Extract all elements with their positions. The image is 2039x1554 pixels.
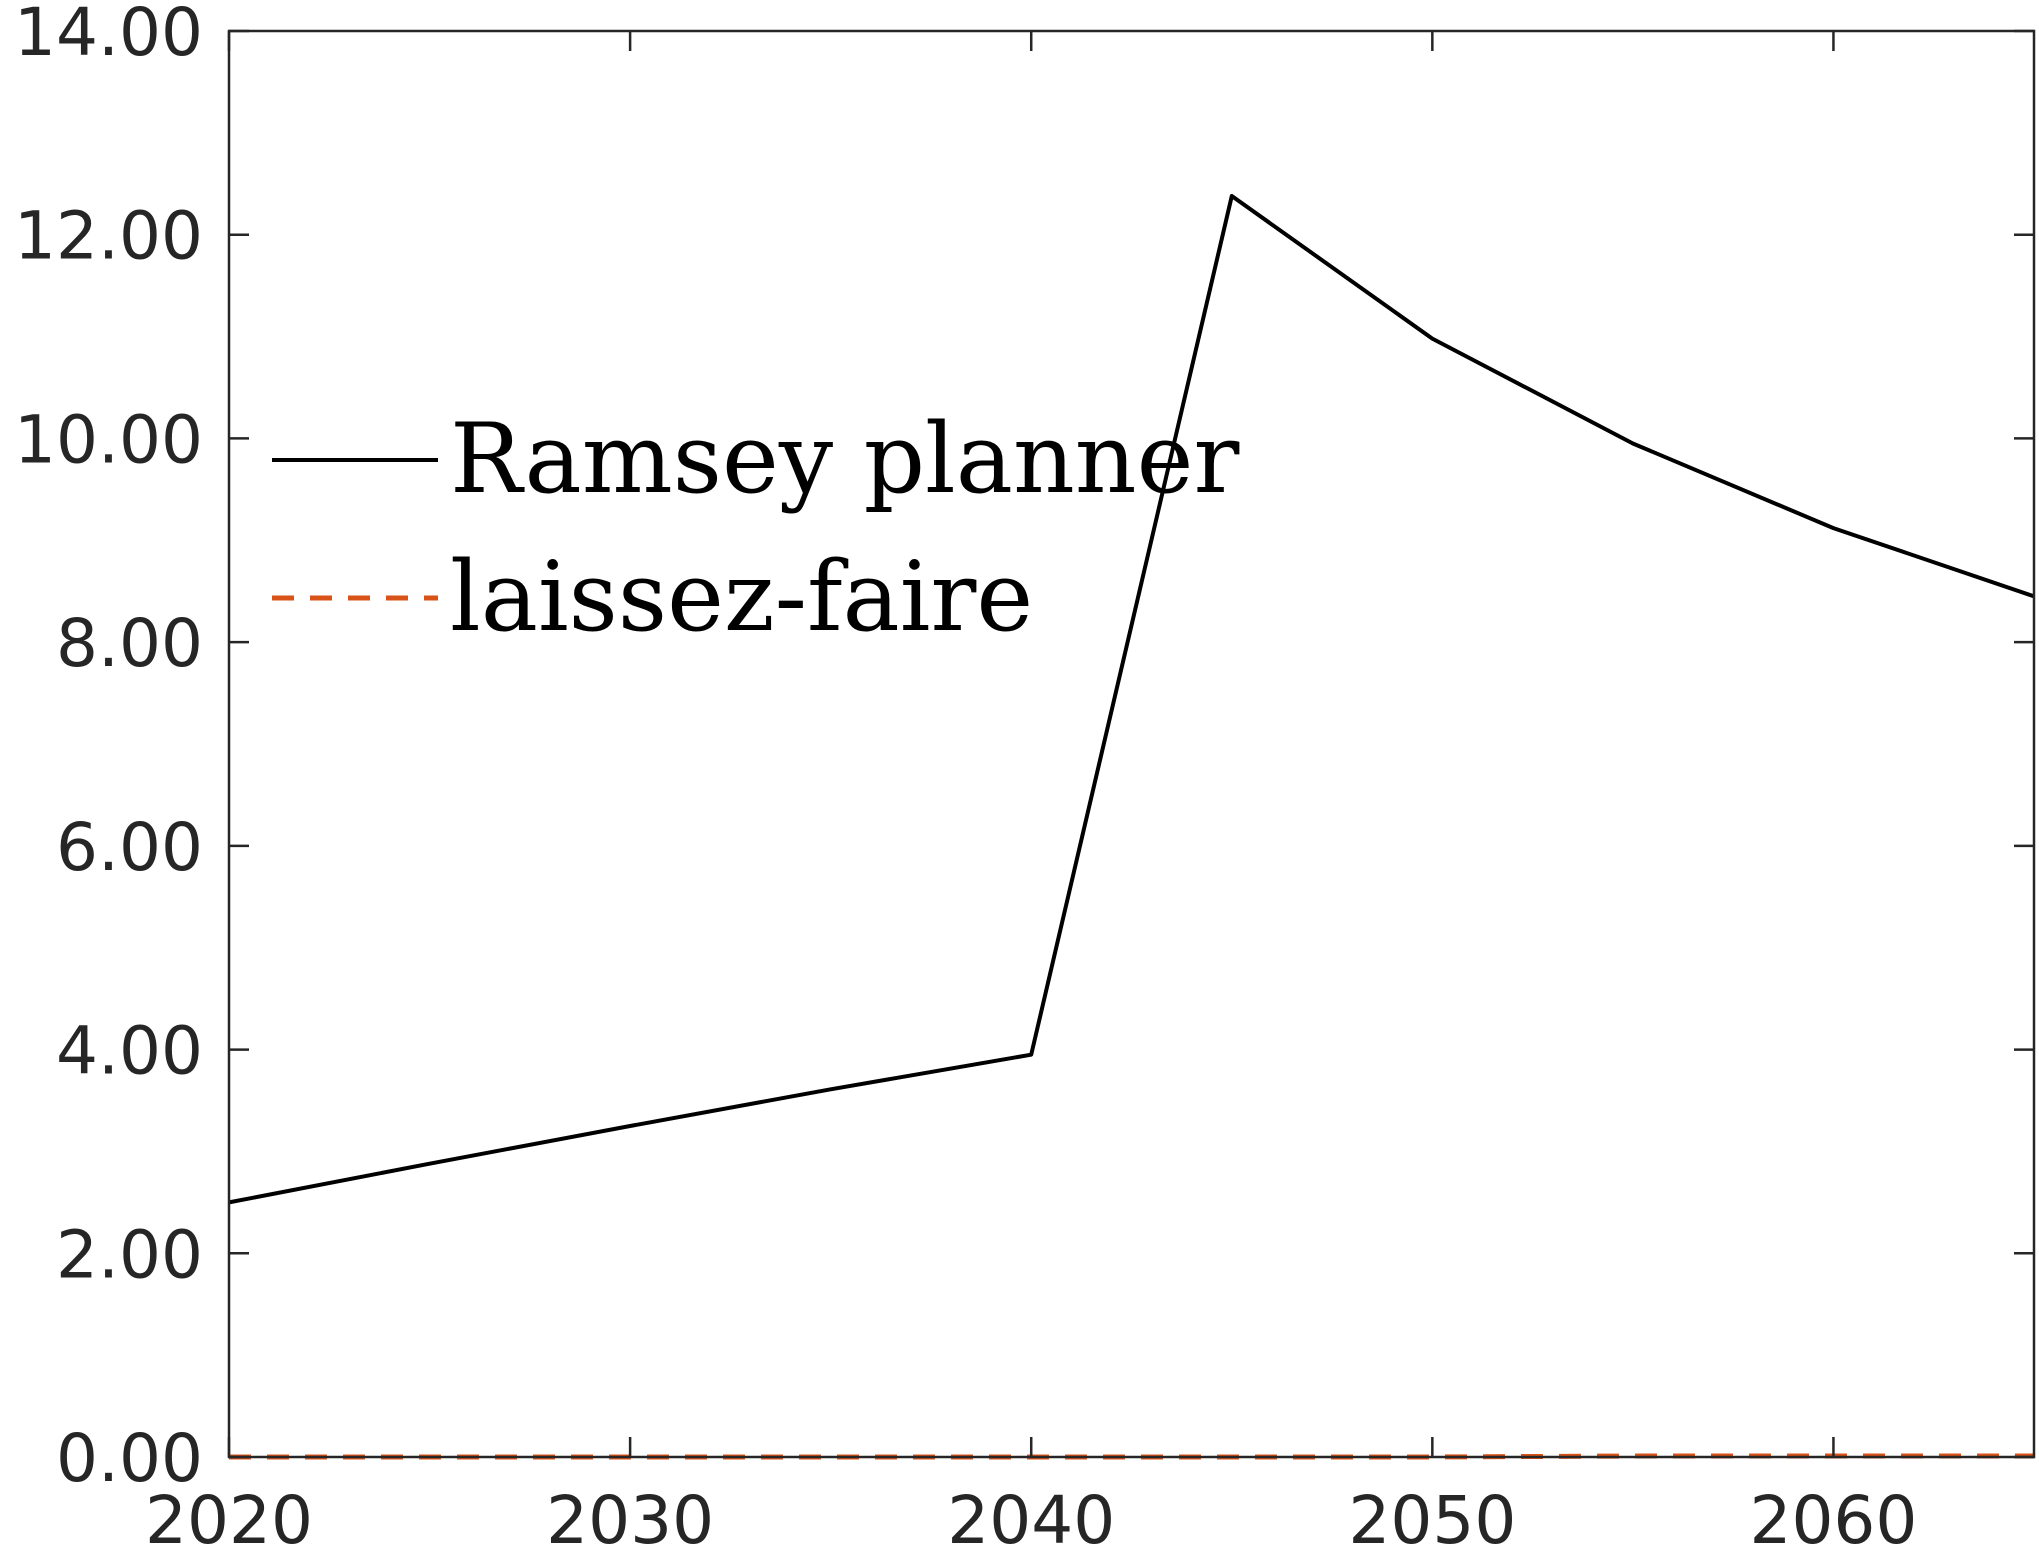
series-layer: [228, 194, 2035, 1460]
y-tick-label: 12.00: [14, 198, 203, 275]
axis-ticks: [227, 29, 2034, 1459]
x-tick-label: 2030: [546, 1482, 714, 1554]
legend-label-laissez-faire: laissez-faire: [450, 541, 1033, 653]
x-tick-label: 2050: [1348, 1482, 1516, 1554]
legend: Ramsey planner laissez-faire: [272, 403, 1239, 653]
y-tick-label: 10.00: [14, 401, 203, 478]
plot-area-frame: [227, 29, 2036, 1459]
legend-label-ramsey-planner: Ramsey planner: [450, 403, 1239, 515]
y-tick-label: 6.00: [56, 809, 203, 886]
y-tick-label: 0.00: [56, 1420, 203, 1497]
x-tick-label: 2060: [1749, 1482, 1917, 1554]
y-axis-tick-labels: 0.00 2.00 4.00 6.00 8.00 10.00 12.00 14.00: [14, 0, 203, 1497]
y-tick-label: 2.00: [56, 1216, 203, 1293]
x-tick-label: 2040: [947, 1482, 1115, 1554]
y-tick-label: 8.00: [56, 605, 203, 682]
x-tick-label: 2020: [145, 1482, 313, 1554]
series-line-ramsey-planner: [228, 194, 2035, 1205]
y-tick-label: 4.00: [56, 1013, 203, 1090]
x-axis-tick-labels: 2020 2030 2040 2050 2060: [145, 1482, 1917, 1554]
y-tick-label: 14.00: [14, 0, 203, 71]
